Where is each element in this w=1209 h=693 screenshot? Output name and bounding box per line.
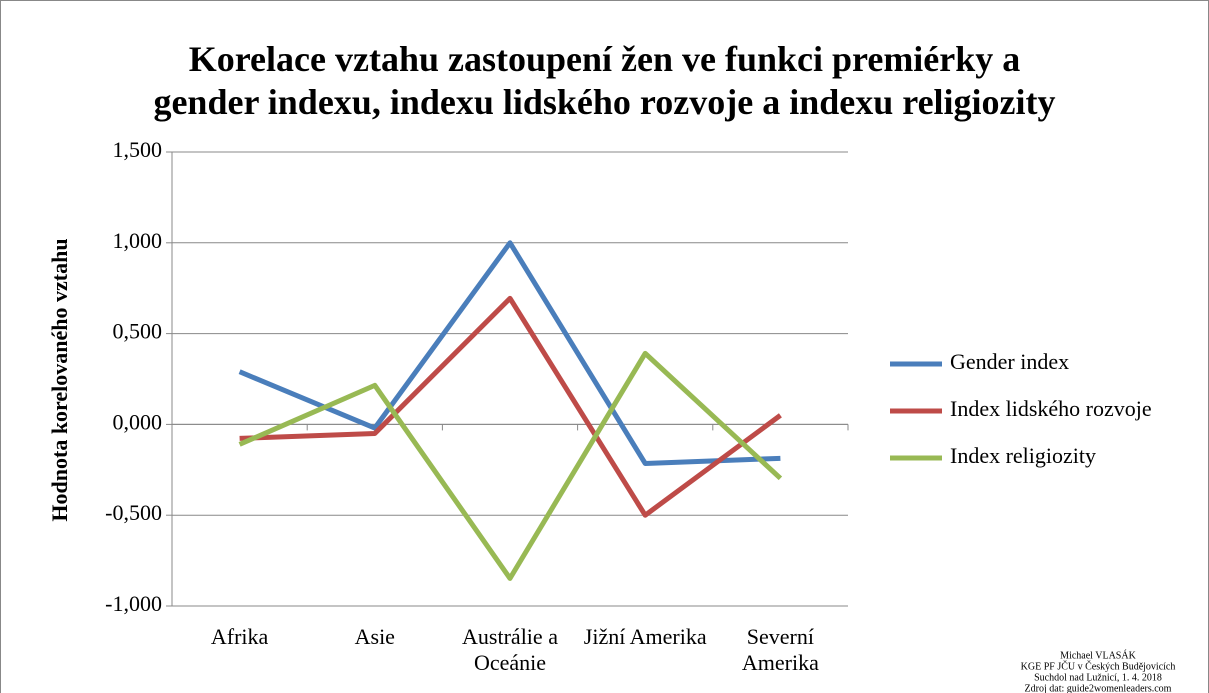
x-tick-label-box: Austrálie a Oceánie (462, 624, 558, 675)
y-axis-label: Hodnota korelovaného vztahu (47, 238, 72, 521)
x-tick-label-box: Jižní Amerika (583, 624, 707, 649)
legend-label: Index lidského rozvoje (950, 396, 1152, 421)
note: Suchdol nad Lužnicí, 1. 4. 2018 (1034, 672, 1162, 683)
chart-title: Korelace vztahu zastoupení žen ve funkci… (153, 39, 1056, 122)
y-tick-label: 1,000 (113, 228, 163, 253)
x-tick-label-box: Afrika (210, 624, 269, 649)
y-tick-label: 1,500 (113, 137, 163, 162)
legend-label: Index religiozity (950, 443, 1096, 468)
legend-label: Gender index (950, 349, 1069, 374)
note: Michael VLASÁK (1060, 649, 1136, 661)
x-tick-label: Jižní Amerika (583, 624, 707, 649)
note: KGE PF JČU v Českých Budějovicích (1021, 660, 1176, 672)
x-tick-label: Severní Amerika (741, 624, 819, 675)
y-tick-label: -1,000 (105, 591, 162, 616)
x-tick-label-box: Severní Amerika (741, 624, 819, 675)
series-line (239, 295, 782, 518)
note: Zdroj dat: guide2womenleaders.com (1025, 683, 1172, 693)
x-tick-label: Austrálie a Oceánie (462, 624, 558, 675)
series-line (238, 350, 783, 581)
x-tick-label: Afrika (210, 624, 269, 649)
y-tick-label: 0,500 (113, 319, 163, 344)
x-tick-label-box: Asie (354, 624, 395, 649)
x-tick-label: Asie (354, 624, 395, 649)
title-box: Korelace vztahu zastoupení žen ve funkci… (153, 39, 1056, 122)
y-tick-label: -0,500 (105, 500, 162, 525)
y-tick-label: 0,000 (113, 409, 163, 434)
series-line (238, 240, 781, 466)
